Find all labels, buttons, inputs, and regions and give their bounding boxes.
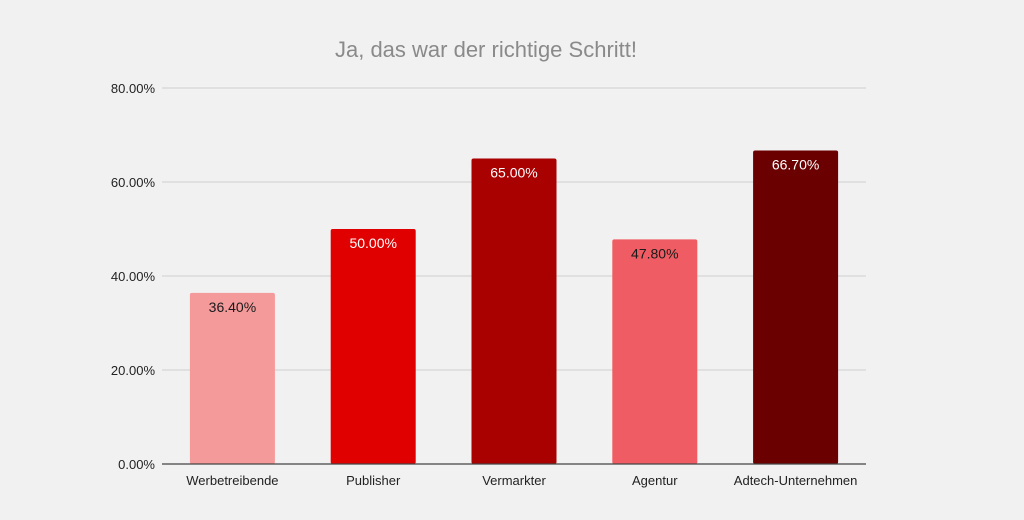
data-labels: 36.40% 50.00% 65.00% 47.80% 66.70% [209,157,820,315]
x-tick-label: Publisher [346,473,401,488]
bar-data-label: 36.40% [209,299,256,315]
y-axis-ticks: 0.00% 20.00% 40.00% 60.00% 80.00% [111,81,156,472]
chart-title: Ja, das war der richtige Schritt! [335,37,637,62]
bar [612,239,698,464]
y-tick-label: 60.00% [111,175,156,190]
bar-data-label: 50.00% [349,235,396,251]
bar [753,150,839,464]
bar [189,292,275,464]
y-tick-label: 0.00% [118,457,155,472]
bar [471,158,557,464]
x-axis-ticks: Werbetreibende Publisher Vermarkter Agentur… [186,473,857,488]
y-tick-label: 80.00% [111,81,156,96]
bar-data-label: 65.00% [490,165,537,181]
x-tick-label: Werbetreibende [186,473,278,488]
x-tick-label: Adtech-Unternehmen [734,473,858,488]
bar-data-label: 66.70% [772,157,819,173]
y-tick-label: 20.00% [111,363,156,378]
bars [189,150,839,464]
x-tick-label: Vermarkter [482,473,546,488]
bar [330,229,416,464]
y-tick-label: 40.00% [111,269,156,284]
x-tick-label: Agentur [632,473,678,488]
bar-data-label: 47.80% [631,245,678,261]
